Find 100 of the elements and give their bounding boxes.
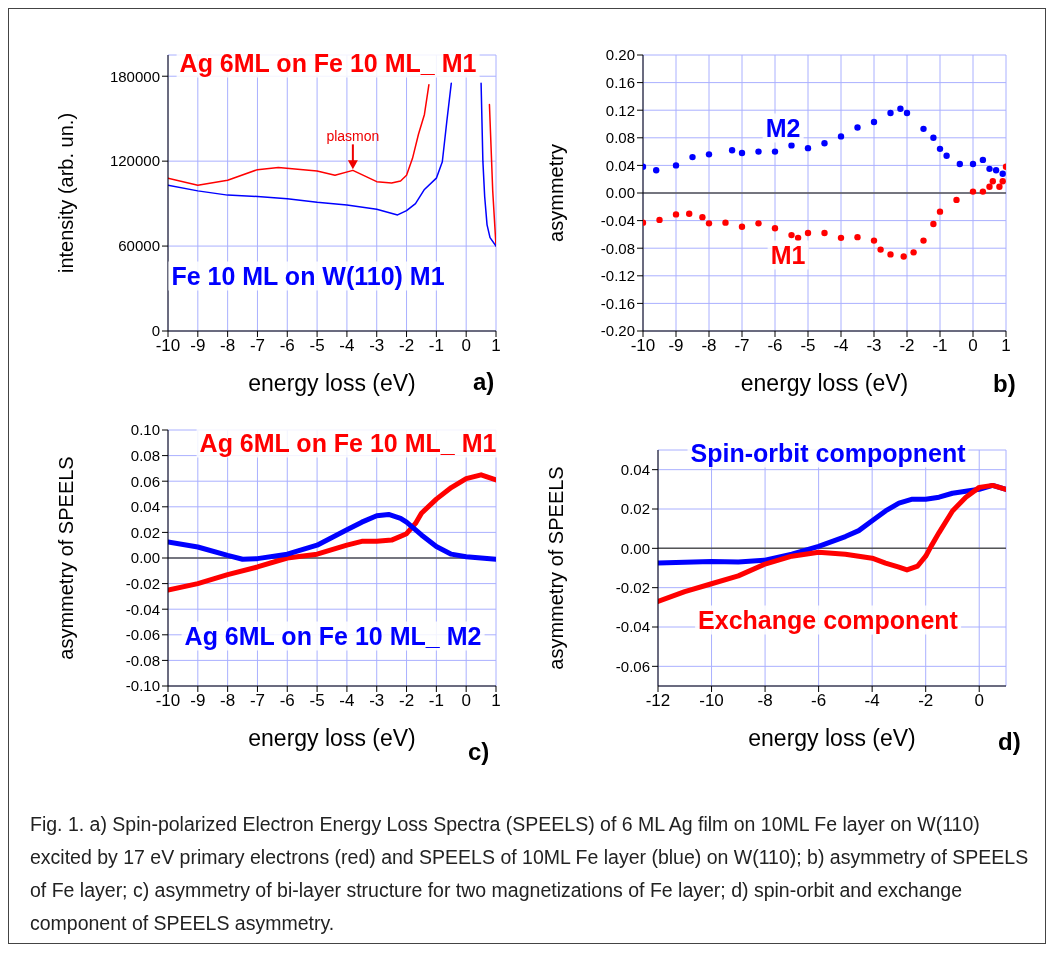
x-tick-label: -1 [428, 336, 444, 356]
y-tick-label: 0.00 [605, 184, 635, 202]
text: c) [468, 738, 490, 766]
x-tick-label: -6 [279, 336, 295, 356]
point [804, 229, 812, 237]
point [887, 251, 894, 258]
text: Fe 10 ML on W(110) M1 [168, 261, 448, 291]
point [738, 149, 746, 157]
point [854, 233, 861, 241]
x-tick-label: -1 [428, 691, 444, 711]
text: b) [993, 370, 1016, 398]
y-tick-label: 0.00 [620, 539, 650, 557]
x-tick-label: -6 [767, 336, 783, 356]
point [705, 220, 713, 227]
annotation: plasmon [326, 128, 380, 145]
x-axis-title: energy loss (eV) [248, 370, 416, 396]
point [699, 213, 706, 221]
y-tick-label: 0.12 [605, 101, 635, 119]
y-axis-title: asymmetry [545, 144, 568, 242]
point [920, 125, 927, 133]
text: d) [998, 728, 1021, 756]
x-tick-label: -7 [734, 336, 750, 356]
x-tick-label: -9 [190, 691, 206, 711]
y-tick-label: 0.02 [620, 500, 650, 518]
x-tick-label: 1 [1001, 336, 1011, 356]
point [979, 156, 987, 164]
point [903, 109, 911, 117]
x-tick-label: -5 [800, 336, 816, 356]
point [656, 216, 663, 224]
y-tick-label: -0.02 [615, 578, 650, 596]
x-tick-label: -3 [369, 336, 385, 356]
x-tick-label: -4 [339, 336, 355, 356]
y-tick-label: 0.16 [605, 73, 635, 91]
x-tick-label: 0 [968, 336, 978, 356]
point [686, 210, 693, 217]
point [755, 148, 762, 155]
point [794, 234, 802, 242]
point [837, 234, 845, 242]
point [900, 253, 907, 260]
point [788, 142, 795, 149]
x-tick-label: -6 [279, 691, 295, 711]
point [877, 246, 884, 253]
point [804, 144, 812, 152]
x-tick-label: -1 [932, 336, 948, 356]
y-tick-label: -0.06 [615, 657, 650, 675]
point [956, 160, 963, 168]
series-label: Exchange component [695, 605, 961, 635]
x-axis-title: energy loss (eV) [748, 725, 916, 751]
series-label: Spin-orbit compopnent [687, 438, 969, 468]
point [821, 140, 828, 147]
point [943, 152, 950, 159]
y-tick-label: -0.04 [615, 618, 650, 636]
y-axis-title: asymmetry of SPEELS [55, 456, 78, 660]
point [738, 223, 746, 231]
point [689, 153, 696, 161]
x-tick-label: 0 [974, 691, 984, 711]
y-tick-label: -0.08 [125, 651, 160, 669]
x-tick-label: -5 [309, 336, 325, 356]
point [653, 167, 660, 174]
point [854, 124, 861, 131]
y-tick-label: 0.04 [130, 498, 160, 516]
x-axis-title: energy loss (eV) [248, 725, 416, 751]
series-label: M2 [762, 113, 804, 143]
x-tick-label: -2 [398, 336, 415, 356]
y-tick-label: 180000 [109, 67, 160, 85]
point [672, 211, 680, 218]
point [936, 208, 944, 215]
x-tick-label: -5 [309, 691, 325, 711]
x-tick-label: -7 [249, 336, 266, 356]
point [870, 118, 878, 126]
x-tick-label: -8 [220, 691, 236, 711]
point [821, 229, 828, 237]
point [992, 167, 1000, 174]
x-tick-label: 0 [461, 336, 471, 356]
y-tick-label: 0.00 [130, 549, 160, 567]
x-tick-label: -2 [899, 336, 915, 356]
x-axis-title: energy loss (eV) [740, 370, 909, 396]
x-tick-label: -2 [918, 691, 934, 711]
point [728, 147, 736, 154]
point [920, 237, 927, 244]
y-tick-label: 0.06 [130, 472, 160, 490]
point [837, 133, 845, 140]
x-tick-label: -8 [220, 336, 236, 356]
point [986, 165, 993, 173]
point [930, 134, 937, 141]
x-tick-label: 1 [491, 336, 501, 356]
point [936, 145, 944, 153]
series-label: M1 [767, 240, 809, 270]
x-tick-label: 1 [491, 691, 501, 711]
x-tick-label: -8 [757, 691, 773, 711]
point [999, 170, 1006, 177]
point [986, 183, 993, 190]
y-tick-label: 0.08 [130, 446, 160, 464]
point [705, 151, 713, 158]
point [722, 219, 729, 226]
y-tick-label: 0.04 [605, 156, 635, 174]
y-tick-label: -0.04 [125, 600, 160, 618]
y-tick-label: 0.02 [130, 523, 160, 541]
y-tick-label: -0.16 [600, 294, 635, 312]
y-tick-label: -0.08 [600, 239, 635, 257]
